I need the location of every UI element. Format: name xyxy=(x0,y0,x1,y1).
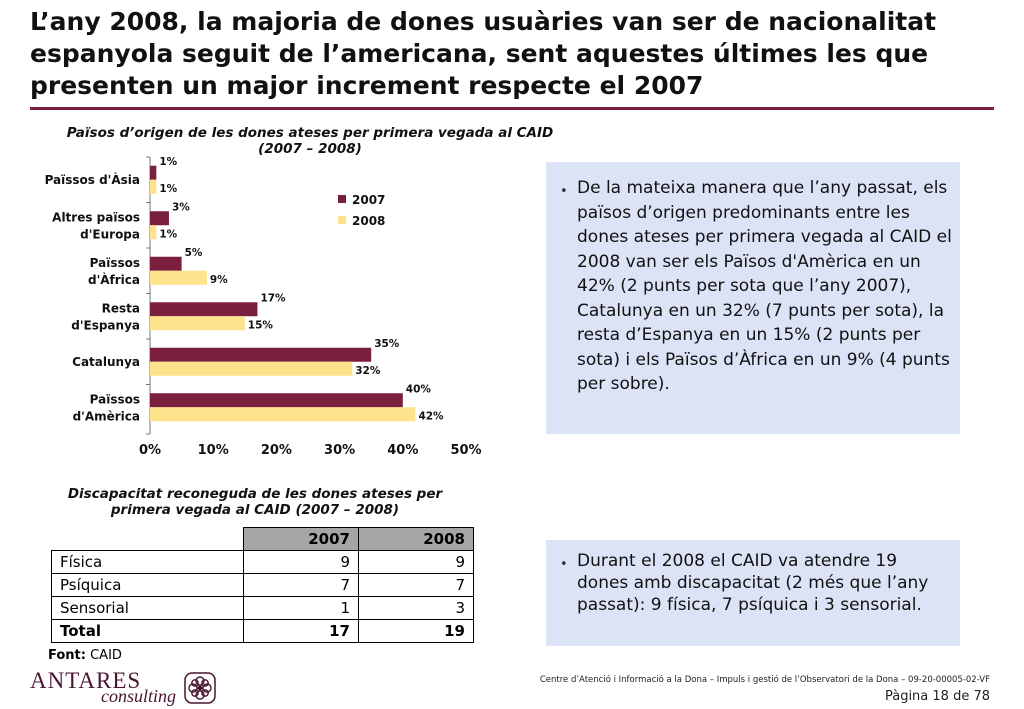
category-label: Resta d'Espanya xyxy=(71,301,140,332)
x-tick-label: 50% xyxy=(450,443,481,458)
source-value: CAID xyxy=(90,648,122,663)
category-label: Païssos d'Àsia xyxy=(45,172,140,187)
table-cell-2008: 7 xyxy=(358,573,474,597)
logo-wordmark: ANTARES xyxy=(30,668,142,693)
table-row: Sensorial 1 3 xyxy=(51,596,474,620)
table-cell-label: Física xyxy=(51,550,244,574)
data-label-2008: 42% xyxy=(418,410,444,422)
bullet-icon: • xyxy=(560,557,568,572)
data-label-2008: 1% xyxy=(159,183,177,195)
callout-origin-summary: • De la mateixa manera que l’any passat,… xyxy=(546,162,960,434)
table-cell-label: Psíquica xyxy=(51,573,244,597)
table-header-2008: 2008 xyxy=(358,527,474,551)
bar-2007 xyxy=(150,302,258,317)
data-label-2007: 1% xyxy=(159,156,177,168)
bar-2008 xyxy=(150,407,416,422)
x-tick-label: 30% xyxy=(324,443,355,458)
chart-title: Països d’origen de les dones ateses per … xyxy=(66,125,554,157)
table-cell-2007: 17 xyxy=(243,619,359,643)
source-label: Font: xyxy=(48,648,86,663)
table-cell-label: Total xyxy=(51,619,244,643)
table-cell-2007: 7 xyxy=(243,573,359,597)
table-title: Discapacitat reconeguda de les dones ate… xyxy=(67,486,443,518)
x-tick-label: 10% xyxy=(198,443,229,458)
slide-title: L’any 2008, la majoria de dones usuàries… xyxy=(30,7,937,100)
callout-disability-text: Durant el 2008 el CAID va atendre 19 don… xyxy=(577,551,929,615)
table-cell-2008: 19 xyxy=(358,619,474,643)
table-total-row: Total 17 19 xyxy=(51,619,474,643)
origin-bar-chart: Païssos d'Àsia 1% 1% Altres països d'Europa 3… xyxy=(45,156,482,458)
bar-2007 xyxy=(150,347,372,362)
legend-swatch-2007 xyxy=(338,195,346,203)
legend-swatch-2008 xyxy=(338,216,346,224)
bar-2007 xyxy=(150,393,403,408)
bar-2008 xyxy=(150,361,353,376)
table-row: Psíquica 7 7 xyxy=(51,573,474,597)
title-divider xyxy=(30,107,994,110)
bar-2008 xyxy=(150,179,157,194)
table-cell-2007: 1 xyxy=(243,596,359,620)
x-tick-label: 0% xyxy=(139,443,161,458)
table-header-row: 2007 2008 xyxy=(51,527,474,551)
bar-2007 xyxy=(150,256,182,271)
flower-logo-icon xyxy=(184,672,216,704)
bar-2007 xyxy=(150,211,169,226)
bar-2007 xyxy=(150,165,157,180)
x-tick-label: 40% xyxy=(387,443,418,458)
data-label-2008: 1% xyxy=(159,228,177,240)
data-label-2007: 17% xyxy=(260,292,286,304)
x-tick-label: 20% xyxy=(261,443,292,458)
source-note: Font: CAID xyxy=(48,648,122,663)
table-header-2007: 2007 xyxy=(243,527,359,551)
data-label-2008: 15% xyxy=(248,319,274,331)
table-cell-2008: 3 xyxy=(358,596,474,620)
table-cell-label: Sensorial xyxy=(51,596,244,620)
table-cell-2007: 9 xyxy=(243,550,359,574)
logo-subtitle: consulting xyxy=(101,686,176,706)
footer-note: Centre d’Atenció i Informació a la Dona … xyxy=(539,675,990,685)
category-label: Altres països d'Europa xyxy=(52,210,140,241)
data-label-2007: 5% xyxy=(185,247,203,259)
table-header-blank xyxy=(51,527,244,551)
bar-2008 xyxy=(150,270,207,285)
data-label-2007: 40% xyxy=(406,383,432,395)
data-label-2007: 35% xyxy=(374,338,400,350)
data-label-2008: 9% xyxy=(210,274,228,286)
table-cell-2008: 9 xyxy=(358,550,474,574)
disability-table: 2007 2008 Física 9 9 Psíquica 7 7 Sensor… xyxy=(51,527,474,643)
bar-2008 xyxy=(150,316,245,331)
legend-label-2007: 2007 xyxy=(352,193,385,207)
category-label: Païssos d'Amèrica xyxy=(73,392,140,423)
bullet-icon: • xyxy=(560,184,568,199)
callout-disability-summary: • Durant el 2008 el CAID va atendre 19 d… xyxy=(546,540,960,646)
table-row: Física 9 9 xyxy=(51,550,474,574)
callout-origin-text: De la mateixa manera que l’any passat, e… xyxy=(577,178,952,394)
data-label-2007: 3% xyxy=(172,201,190,213)
data-label-2008: 32% xyxy=(355,365,381,377)
page-number: Pàgina 18 de 78 xyxy=(884,689,990,704)
legend-label-2008: 2008 xyxy=(352,214,385,228)
category-label: Païssos d'Àfrica xyxy=(88,256,140,287)
bar-2008 xyxy=(150,225,157,240)
category-label: Catalunya xyxy=(72,355,140,369)
